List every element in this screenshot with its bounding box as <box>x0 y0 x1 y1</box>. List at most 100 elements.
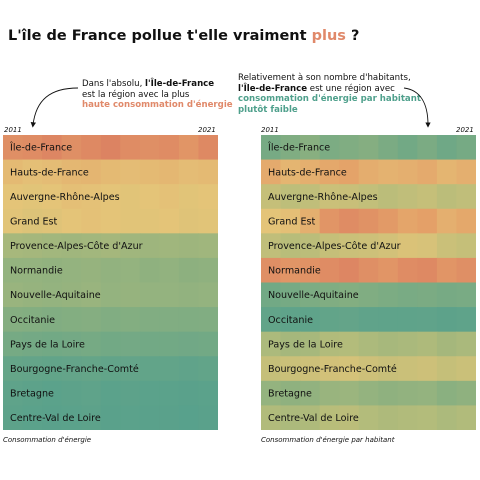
heatmap-cell <box>261 331 282 357</box>
heatmap-cell <box>417 184 438 210</box>
heatmap-cell <box>456 282 476 308</box>
heatmap-cell <box>397 257 418 284</box>
heatmap-cell <box>397 356 418 382</box>
heatmap-cell <box>456 380 476 407</box>
heatmap-cell <box>397 307 418 333</box>
heatmap-cell <box>198 257 218 284</box>
heatmap-cell <box>280 405 301 430</box>
region-label: Grand Est <box>10 216 58 227</box>
heatmap-cell <box>81 356 102 382</box>
heatmap-cell <box>159 257 180 284</box>
heatmap-cell <box>139 380 160 407</box>
region-label: Nouvelle-Aquitaine <box>268 290 359 301</box>
heatmap-cell <box>42 307 63 333</box>
annotation-right-line3: consommation d'énergie par habitant <box>238 94 421 105</box>
heatmap-cell <box>22 233 43 259</box>
heatmap-cell <box>42 282 63 308</box>
heatmap-cell <box>261 356 282 382</box>
heatmap-cell <box>120 184 141 210</box>
heatmap-cell <box>319 257 340 284</box>
region-label: Bretagne <box>10 389 54 400</box>
heatmap-cell <box>100 356 121 382</box>
heatmap-cell <box>417 331 438 357</box>
heatmap-cell <box>198 282 218 308</box>
heatmap-cell <box>120 159 141 185</box>
region-label: Île-de-France <box>9 141 72 154</box>
heatmap-cell <box>100 184 121 210</box>
heatmap-cell <box>120 233 141 259</box>
heatmap-cell <box>261 208 282 234</box>
heatmap-cell <box>436 184 458 210</box>
heatmap-cell <box>100 159 121 185</box>
heatmap-cell <box>81 159 102 185</box>
heatmap-cell <box>3 282 24 308</box>
heatmap-cell <box>339 208 360 234</box>
heatmap-cell <box>120 282 141 308</box>
heatmap-cell <box>198 184 218 210</box>
heatmap-cell <box>120 135 141 161</box>
heatmap-cell <box>42 208 63 234</box>
region-label: Centre-Val de Loire <box>10 413 101 424</box>
heatmap-cell <box>3 405 24 430</box>
heatmap-cell <box>456 307 476 333</box>
heatmap-cell <box>319 184 340 210</box>
region-label: Pays de la Loire <box>10 339 85 350</box>
heatmap-cell <box>397 380 418 407</box>
heatmap-cell <box>100 282 121 308</box>
heatmap-cell <box>456 331 476 357</box>
heatmap-cell <box>261 135 282 161</box>
heatmap-cell <box>358 331 379 357</box>
heatmap-cell <box>61 307 82 333</box>
title-suffix: ? <box>345 28 360 44</box>
heatmap-cell <box>159 208 180 234</box>
heatmap-cell <box>280 233 301 259</box>
heatmap-cell <box>120 331 141 357</box>
region-label: Nouvelle-Aquitaine <box>10 290 101 301</box>
heatmap-cell <box>280 135 301 161</box>
heatmap-cell <box>3 380 24 407</box>
heatmap-cell <box>319 233 340 259</box>
heatmap-cell <box>417 257 438 284</box>
region-label: Grand Est <box>268 216 316 227</box>
heatmap-cell <box>300 380 321 407</box>
heatmap-cell <box>42 405 63 430</box>
heatmap-cell <box>61 233 82 259</box>
heatmap-cell <box>261 257 282 284</box>
heatmap-cell <box>159 380 180 407</box>
annotation-left: Dans l'absolu, l'Île-de-France est la ré… <box>82 79 233 111</box>
heatmap-cell <box>358 208 379 234</box>
heatmap-cell <box>22 184 43 210</box>
heatmap-cell <box>159 184 180 210</box>
heatmap-cell <box>378 282 399 308</box>
chart2-caption: Consommation d'énergie par habitant <box>261 436 395 444</box>
heatmap-cell <box>280 184 301 210</box>
heatmap-cell <box>300 331 321 357</box>
region-label: Bretagne <box>268 389 312 400</box>
heatmap-cell <box>22 331 43 357</box>
heatmap-cell <box>139 356 160 382</box>
heatmap-cell <box>81 233 102 259</box>
heatmap-cell <box>100 331 121 357</box>
heatmap-cell <box>198 208 218 234</box>
heatmap-cell <box>159 233 180 259</box>
heatmap-cell <box>300 159 321 185</box>
heatmap-cell <box>300 208 321 234</box>
heatmap-cell <box>42 331 63 357</box>
heatmap-cell <box>436 159 458 185</box>
heatmap-cell <box>300 233 321 259</box>
heatmap-cell <box>319 380 340 407</box>
title-text: L'île de France pollue t'elle vraiment <box>8 28 312 44</box>
heatmap-cell <box>319 208 340 234</box>
heatmap-cell <box>81 405 102 430</box>
region-label: Île-de-France <box>267 141 330 154</box>
heatmap-cell <box>339 184 360 210</box>
heatmap-cell <box>61 208 82 234</box>
heatmap-cell <box>139 184 160 210</box>
heatmap-cell <box>378 405 399 430</box>
heatmap-cell <box>139 331 160 357</box>
region-label: Pays de la Loire <box>268 339 343 350</box>
heatmap-cell <box>339 159 360 185</box>
heatmap-cell <box>261 233 282 259</box>
heatmap-cell <box>378 135 399 161</box>
heatmap-cell <box>81 257 102 284</box>
